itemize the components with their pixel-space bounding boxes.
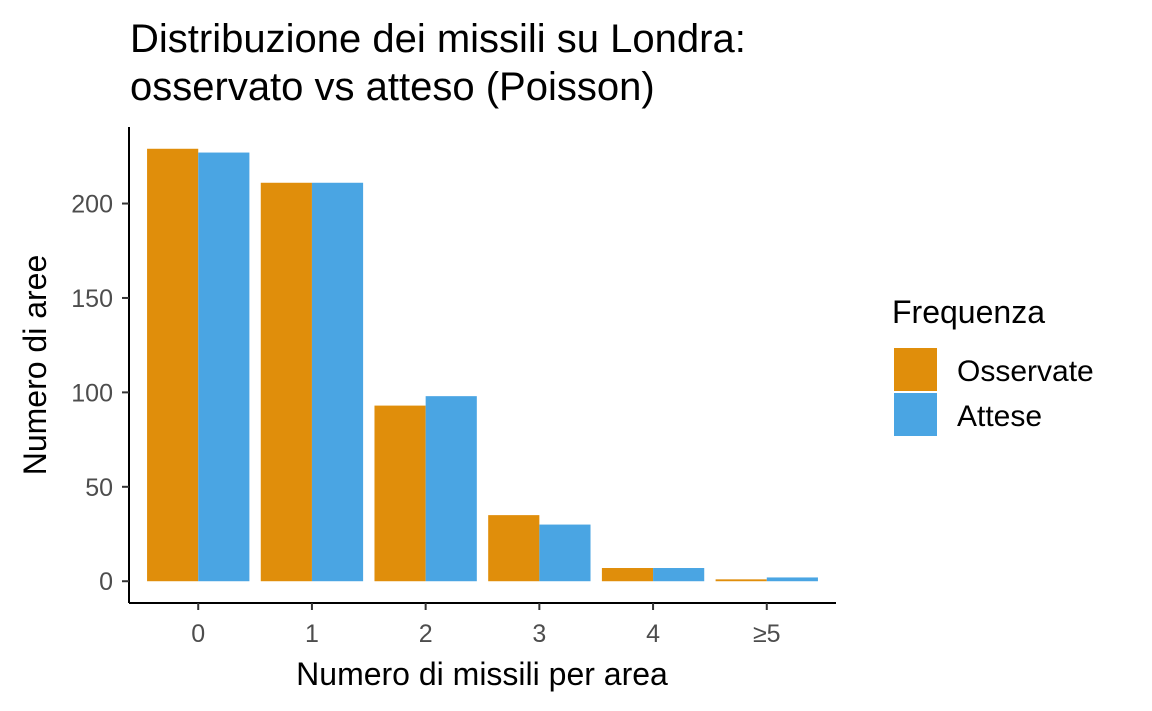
bar-attese-4 [653, 568, 705, 582]
y-tick-label-150: 150 [71, 285, 113, 313]
y-axis-ticks: 0 50 100 150 200 [71, 191, 129, 596]
bar-attese-1 [311, 182, 364, 582]
bar-osservate-4 [601, 568, 654, 582]
x-tick-label-0: 0 [191, 620, 205, 648]
chart-title: Distribuzione dei missili su Londra: oss… [130, 17, 746, 109]
bar-attese-0 [198, 152, 250, 582]
y-tick-label-200: 200 [71, 191, 113, 219]
bar-attese-2 [425, 396, 477, 582]
x-axis-title: Numero di missili per area [296, 656, 668, 692]
legend: Frequenza Osservate Attese [892, 294, 1094, 436]
bar-attese-3 [539, 524, 591, 582]
x-tick-label-4: 4 [646, 620, 660, 648]
plot-area: 0 50 100 150 200 0 1 2 3 4 ≥5 [71, 127, 836, 648]
y-tick-label-100: 100 [71, 379, 113, 407]
y-tick-label-50: 50 [85, 474, 113, 502]
legend-label-osservate: Osservate [957, 355, 1094, 388]
bars-group [147, 148, 818, 582]
bar-osservate-1 [260, 182, 312, 582]
bar-osservate-3 [488, 515, 540, 582]
x-tick-label-3: 3 [532, 620, 546, 648]
y-axis-title: Numero di aree [17, 255, 53, 476]
chart-title-line-1: Distribuzione dei missili su Londra: [130, 17, 746, 61]
bar-osservate-0 [147, 148, 199, 582]
legend-title: Frequenza [892, 294, 1045, 330]
legend-label-attese: Attese [957, 400, 1042, 433]
x-tick-label-1: 1 [305, 620, 319, 648]
bar-osservate-2 [374, 405, 426, 582]
y-tick-label-0: 0 [99, 568, 113, 596]
x-tick-label-2: 2 [419, 620, 433, 648]
bar-attese-5 [766, 577, 818, 582]
chart-title-line-2: osservato vs atteso (Poisson) [130, 65, 655, 109]
x-tick-label-5: ≥5 [753, 620, 781, 648]
legend-swatch-osservate [894, 348, 937, 391]
bar-osservate-5 [715, 579, 767, 582]
x-axis-ticks: 0 1 2 3 4 ≥5 [191, 603, 781, 648]
legend-swatch-attese [894, 393, 937, 436]
